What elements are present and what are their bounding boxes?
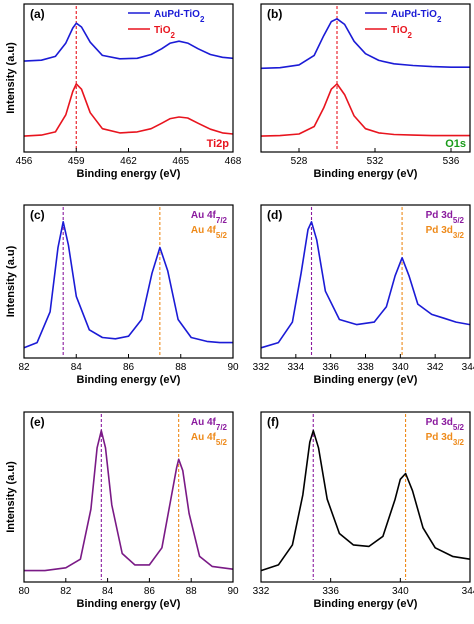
legend-label: AuPd-TiO2 [391,9,442,24]
x-tick-label: 332 [253,362,270,373]
peak-label: Au 4f5/2 [191,432,228,447]
x-tick-label: 88 [175,362,187,373]
panel-label: (a) [30,7,45,21]
x-axis-label: Binding energy (eV) [314,374,418,386]
legend-label: AuPd-TiO2 [154,9,205,24]
plot-frame [260,3,471,153]
x-axis-label: Binding energy (eV) [314,168,418,180]
panel-label: (d) [267,208,282,222]
x-tick-label: 342 [427,362,444,373]
peak-label: Pd 3d3/2 [426,432,465,447]
x-tick-label: 80 [18,586,30,597]
series-line [24,429,234,572]
core-level-label: Ti2p [207,138,230,150]
peak-label: Pd 3d5/2 [426,417,465,432]
x-axis-label: Binding energy (eV) [77,598,181,610]
x-tick-label: 462 [120,156,137,167]
panel-c: 82 84 86 88 90 Binding energy (eV) Intensity (… [5,204,239,386]
x-tick-label: 84 [71,362,83,373]
series-line [260,18,470,70]
series-line [260,429,471,572]
legend-label: TiO2 [154,25,175,40]
y-axis-label: Intensity (a.u) [5,461,17,533]
series-line [23,221,233,349]
x-tick-label: 465 [172,156,189,167]
peak-label: Pd 3d5/2 [426,210,465,225]
panel-label: (e) [30,415,45,429]
y-axis-label: Intensity (a.u) [5,42,17,114]
x-tick-label: 456 [16,156,33,167]
x-tick-label: 82 [18,362,30,373]
x-tick-label: 536 [443,156,460,167]
x-axis-label: Binding energy (eV) [77,168,181,180]
x-tick-label: 336 [322,586,339,597]
panel-e: 80 82 84 86 88 90 Binding energy (eV) Intensity… [5,411,239,610]
x-tick-label: 86 [123,362,135,373]
panel-d: 332 334 336 338 340 342 344 Binding energy (eV)… [253,204,474,386]
x-tick-label: 344 [462,586,474,597]
x-tick-label: 340 [392,362,409,373]
x-tick-label: 88 [186,586,198,597]
peak-label: Pd 3d3/2 [426,225,465,240]
x-tick-label: 459 [68,156,85,167]
x-tick-label: 90 [227,586,239,597]
x-tick-label: 84 [102,586,114,597]
panel-a: 456 459 462 465 468 Binding energy (eV) Intens… [5,3,242,180]
peak-label: Au 4f7/2 [191,417,228,432]
x-tick-label: 468 [225,156,242,167]
series-line [260,221,471,349]
panel-f: 332 336 340 344 Binding energy (eV) (f) Pd 3d5… [253,411,474,610]
peak-label: Au 4f7/2 [191,210,228,225]
x-tick-label: 334 [287,362,304,373]
x-tick-label: 336 [322,362,339,373]
panel-label: (b) [267,7,282,21]
plot-frame [23,411,234,583]
x-tick-label: 344 [462,362,474,373]
peak-label: Au 4f5/2 [191,225,228,240]
x-axis-label: Binding energy (eV) [77,374,181,386]
series-line [260,83,470,137]
x-tick-label: 338 [357,362,374,373]
legend-label: TiO2 [391,25,412,40]
series-line [23,83,234,137]
panel-b: 528 532 536 Binding energy (eV) (b) AuPd-TiO2… [260,3,471,180]
x-tick-label: 82 [60,586,72,597]
plot-frame [260,411,471,583]
x-tick-label: 532 [367,156,384,167]
x-axis-label: Binding energy (eV) [314,598,418,610]
x-tick-label: 90 [227,362,239,373]
plot-frame [23,3,234,153]
series-line [23,22,234,62]
panel-label: (c) [30,208,45,222]
y-axis-label: Intensity (a.u) [5,245,17,317]
x-tick-label: 340 [392,586,409,597]
x-tick-label: 332 [253,586,270,597]
panel-label: (f) [267,415,279,429]
x-tick-label: 86 [144,586,156,597]
core-level-label: O1s [445,138,466,150]
x-tick-label: 528 [291,156,308,167]
